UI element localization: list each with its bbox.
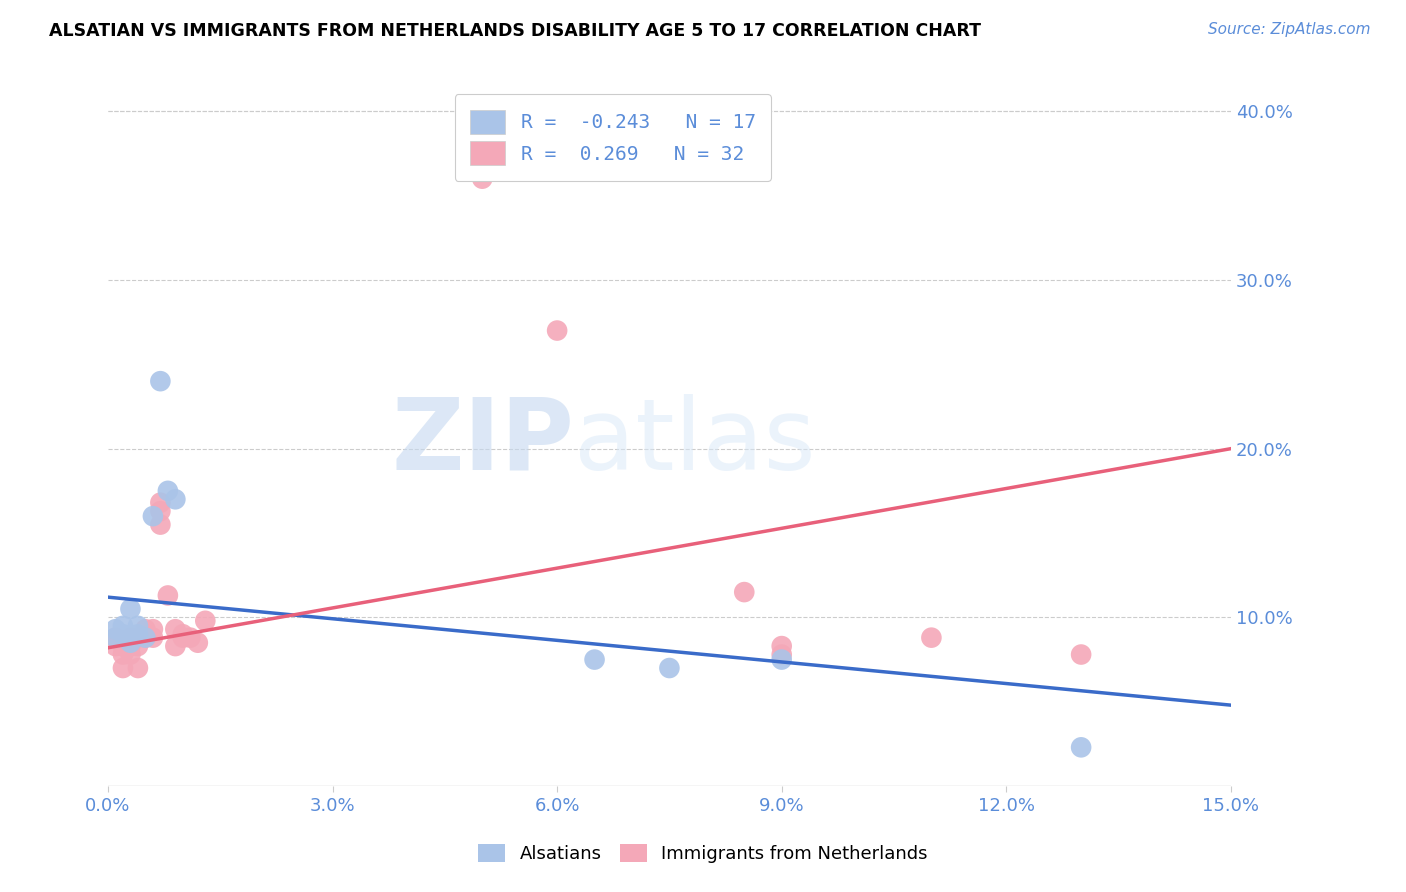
- Point: [733, 585, 755, 599]
- Point: [120, 636, 142, 650]
- Point: [142, 622, 165, 636]
- Point: [546, 324, 568, 338]
- Point: [127, 661, 149, 675]
- Point: [149, 517, 172, 532]
- Point: [142, 509, 165, 524]
- Text: Source: ZipAtlas.com: Source: ZipAtlas.com: [1208, 22, 1371, 37]
- Point: [120, 648, 142, 662]
- Point: [104, 631, 127, 645]
- Legend: R =  -0.243   N = 17, R =  0.269   N = 32: R = -0.243 N = 17, R = 0.269 N = 32: [454, 95, 772, 180]
- Point: [111, 648, 134, 662]
- Point: [583, 652, 606, 666]
- Point: [471, 171, 494, 186]
- Point: [120, 639, 142, 653]
- Text: ZIP: ZIP: [391, 394, 574, 491]
- Point: [111, 639, 134, 653]
- Point: [134, 622, 156, 636]
- Text: atlas: atlas: [574, 394, 815, 491]
- Point: [111, 661, 134, 675]
- Point: [770, 648, 793, 662]
- Point: [194, 614, 217, 628]
- Point: [156, 483, 179, 498]
- Point: [165, 639, 187, 653]
- Point: [179, 631, 201, 645]
- Point: [770, 639, 793, 653]
- Point: [149, 496, 172, 510]
- Point: [149, 374, 172, 388]
- Point: [142, 631, 165, 645]
- Point: [770, 652, 793, 666]
- Point: [120, 602, 142, 616]
- Point: [1070, 648, 1092, 662]
- Point: [111, 619, 134, 633]
- Point: [165, 492, 187, 507]
- Point: [127, 619, 149, 633]
- Point: [134, 631, 156, 645]
- Point: [111, 627, 134, 641]
- Legend: Alsatians, Immigrants from Netherlands: Alsatians, Immigrants from Netherlands: [470, 835, 936, 872]
- Point: [187, 636, 209, 650]
- Text: ALSATIAN VS IMMIGRANTS FROM NETHERLANDS DISABILITY AGE 5 TO 17 CORRELATION CHART: ALSATIAN VS IMMIGRANTS FROM NETHERLANDS …: [49, 22, 981, 40]
- Point: [104, 639, 127, 653]
- Point: [920, 631, 942, 645]
- Point: [104, 622, 127, 636]
- Point: [172, 631, 194, 645]
- Point: [165, 622, 187, 636]
- Point: [658, 661, 681, 675]
- Point: [104, 631, 127, 645]
- Point: [149, 504, 172, 518]
- Point: [1070, 740, 1092, 755]
- Point: [127, 639, 149, 653]
- Point: [156, 589, 179, 603]
- Point: [172, 627, 194, 641]
- Point: [134, 631, 156, 645]
- Point: [120, 631, 142, 645]
- Point: [127, 627, 149, 641]
